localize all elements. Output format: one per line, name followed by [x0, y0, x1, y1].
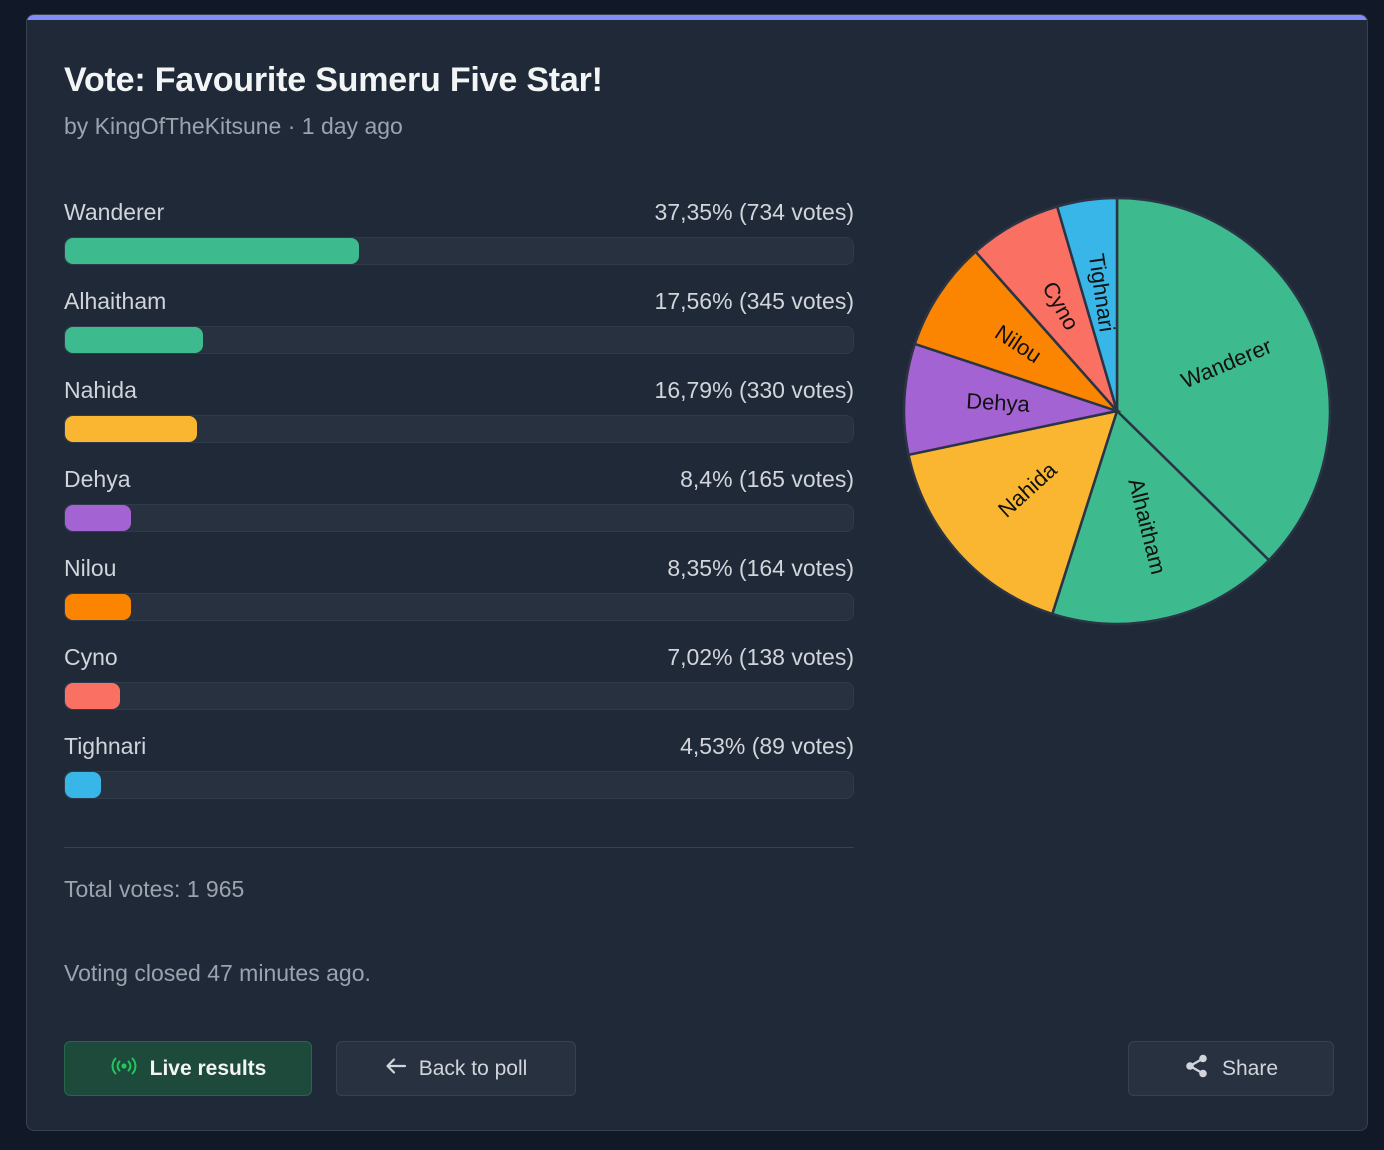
option-name: Dehya	[64, 466, 131, 492]
poll-meta: by KingOfTheKitsune · 1 day ago	[64, 113, 403, 139]
share-icon	[1184, 1053, 1210, 1085]
progress-fill	[65, 594, 131, 620]
progress-track	[64, 593, 854, 621]
progress-track	[64, 504, 854, 532]
results-list: Wanderer 37,35% (734 votes) Alhaitham 17…	[64, 195, 854, 818]
progress-fill	[65, 772, 101, 798]
back-to-poll-label: Back to poll	[418, 1056, 528, 1080]
option-result: 37,35% (734 votes)	[654, 199, 854, 225]
pie-label-dehya: Dehya	[966, 388, 1032, 417]
total-votes: Total votes: 1 965	[64, 876, 245, 902]
progress-track	[64, 326, 854, 354]
result-option: Cyno 7,02% (138 votes)	[64, 640, 854, 729]
result-option: Tighnari 4,53% (89 votes)	[64, 729, 854, 818]
back-to-poll-button[interactable]: Back to poll	[336, 1041, 576, 1096]
share-label: Share	[1221, 1056, 1279, 1080]
progress-track	[64, 415, 854, 443]
progress-fill	[65, 505, 132, 531]
progress-fill	[65, 416, 198, 442]
progress-track	[64, 771, 854, 799]
pie-slice-alhaitham	[1050, 408, 1271, 626]
option-name: Wanderer	[64, 199, 165, 225]
option-result: 16,79% (330 votes)	[654, 377, 854, 403]
result-option: Dehya 8,4% (165 votes)	[64, 462, 854, 551]
pie-slice-tighnari	[1055, 196, 1119, 412]
option-name: Alhaitham	[64, 288, 167, 314]
poll-results-card: Vote: Favourite Sumeru Five Star! by Kin…	[26, 14, 1368, 1131]
share-button[interactable]: Share	[1128, 1041, 1334, 1096]
option-name: Tighnari	[64, 733, 147, 759]
progress-track	[64, 237, 854, 265]
option-result: 4,53% (89 votes)	[680, 733, 854, 759]
pie-slice-nilou	[913, 249, 1122, 414]
progress-fill	[65, 238, 360, 264]
result-option: Wanderer 37,35% (734 votes)	[64, 195, 854, 284]
pie-slice-dehya	[902, 342, 1122, 457]
option-name: Nahida	[64, 377, 137, 403]
broadcast-icon	[110, 1056, 138, 1082]
pie-slice-nahida	[907, 409, 1119, 616]
arrow-left-icon	[385, 1057, 407, 1081]
option-name: Cyno	[64, 644, 118, 670]
result-option: Nahida 16,79% (330 votes)	[64, 373, 854, 462]
live-results-label: Live results	[149, 1056, 267, 1080]
divider	[64, 847, 854, 848]
pie-chart: Wanderer Alhaitham Nahida Dehya Nilou Cyno Tig…	[901, 195, 1333, 627]
option-result: 8,35% (164 votes)	[667, 555, 854, 581]
progress-fill	[65, 683, 121, 709]
live-results-button[interactable]: Live results	[64, 1041, 312, 1096]
progress-track	[64, 682, 854, 710]
option-result: 17,56% (345 votes)	[654, 288, 854, 314]
voting-closed-status: Voting closed 47 minutes ago.	[64, 960, 371, 986]
result-option: Alhaitham 17,56% (345 votes)	[64, 284, 854, 373]
pie-slice-wanderer	[1115, 196, 1332, 562]
option-result: 7,02% (138 votes)	[667, 644, 854, 670]
poll-title: Vote: Favourite Sumeru Five Star!	[64, 61, 603, 99]
option-name: Nilou	[64, 555, 117, 581]
progress-fill	[65, 327, 204, 353]
result-option: Nilou 8,35% (164 votes)	[64, 551, 854, 640]
accent-bar	[27, 15, 1367, 20]
option-result: 8,4% (165 votes)	[680, 466, 854, 492]
